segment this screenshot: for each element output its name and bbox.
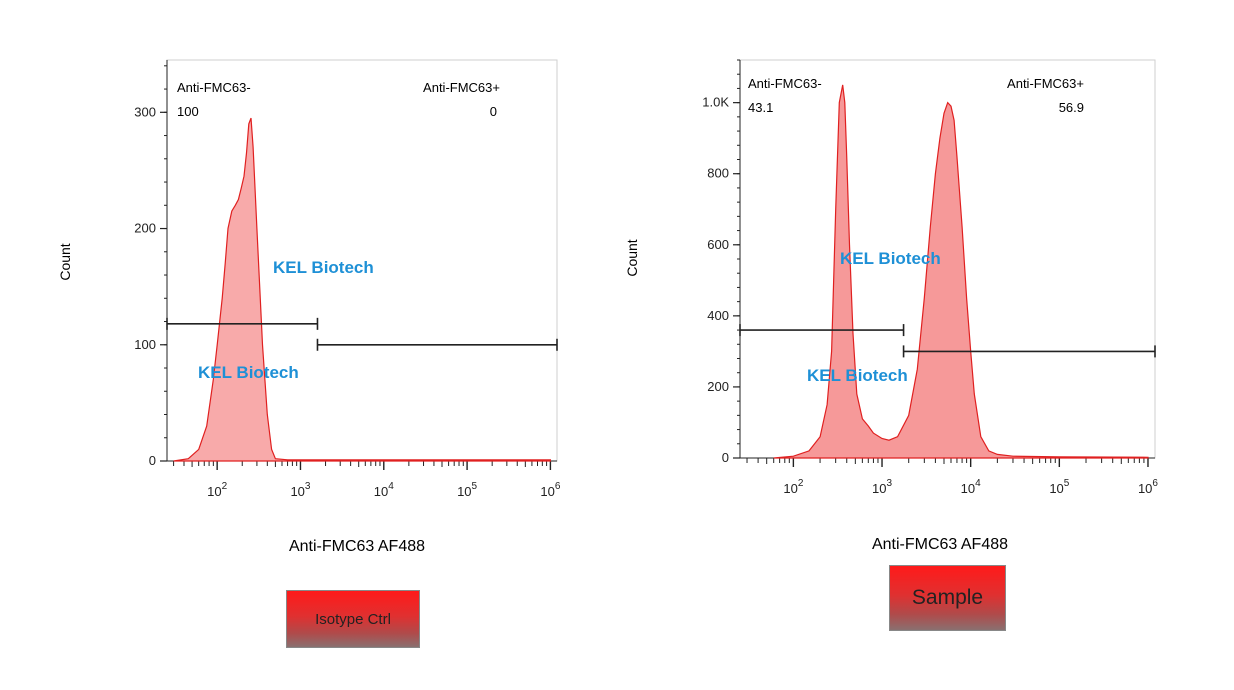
watermark-text: KEL Biotech bbox=[807, 366, 908, 385]
x-tick-label: 106 bbox=[540, 481, 560, 499]
x-axis: 102 103 104 105 106 bbox=[167, 460, 561, 499]
y-tick-label: 400 bbox=[707, 308, 729, 323]
y-tick-label: 1.0K bbox=[702, 95, 729, 110]
isotype-ctrl-legend-button[interactable]: Isotype Ctrl bbox=[286, 590, 420, 648]
gate-markers bbox=[739, 324, 1156, 358]
gate-neg-value: 100 bbox=[177, 104, 199, 119]
histogram-sample-panel: 0 200 400 600 800 1.0K 102 103 104 105 106 Anti-F… bbox=[624, 59, 1158, 553]
y-tick-label: 200 bbox=[707, 379, 729, 394]
y-tick-label: 0 bbox=[722, 450, 729, 465]
x-tick-label: 104 bbox=[374, 481, 394, 499]
y-tick-label: 300 bbox=[134, 104, 156, 119]
y-axis-label: Count bbox=[57, 243, 73, 280]
gate-neg-label: Anti-FMC63- bbox=[177, 80, 251, 95]
gate-neg-value: 43.1 bbox=[748, 100, 773, 115]
x-tick-label: 103 bbox=[872, 478, 892, 496]
x-tick-label: 104 bbox=[961, 478, 981, 496]
histogram-series bbox=[173, 117, 551, 462]
gate-pos-label: Anti-FMC63+ bbox=[1007, 76, 1084, 91]
y-tick-label: 600 bbox=[707, 237, 729, 252]
y-tick-label: 0 bbox=[149, 453, 156, 468]
y-axis: 0 100 200 300 bbox=[134, 60, 168, 468]
x-axis-label: Anti-FMC63 AF488 bbox=[289, 538, 425, 555]
x-tick-label: 102 bbox=[207, 481, 227, 499]
sample-legend-button[interactable]: Sample bbox=[889, 565, 1006, 631]
gate-markers bbox=[166, 317, 558, 351]
y-tick-label: 100 bbox=[134, 337, 156, 352]
gate-pos-value: 0 bbox=[490, 104, 497, 119]
y-tick-label: 200 bbox=[134, 221, 156, 236]
x-tick-label: 105 bbox=[457, 481, 477, 499]
histogram-isotype-panel: 0 100 200 300 102 103 104 105 106 Anti-FMC63- 1… bbox=[57, 59, 561, 555]
x-tick-label: 105 bbox=[1049, 478, 1069, 496]
histogram-series bbox=[773, 84, 1149, 459]
x-axis-label: Anti-FMC63 AF488 bbox=[872, 536, 1008, 553]
x-tick-label: 103 bbox=[290, 481, 310, 499]
y-tick-label: 800 bbox=[707, 166, 729, 181]
gate-pos-label: Anti-FMC63+ bbox=[423, 80, 500, 95]
y-axis-label: Count bbox=[624, 239, 640, 276]
gate-pos-value: 56.9 bbox=[1059, 100, 1084, 115]
x-tick-label: 102 bbox=[783, 478, 803, 496]
watermark-text: KEL Biotech bbox=[198, 363, 299, 382]
y-axis: 0 200 400 600 800 1.0K bbox=[702, 59, 741, 465]
x-tick-label: 106 bbox=[1138, 478, 1158, 496]
watermark-text: KEL Biotech bbox=[840, 249, 941, 268]
gate-neg-label: Anti-FMC63- bbox=[748, 76, 822, 91]
x-axis: 102 103 104 105 106 bbox=[740, 457, 1158, 496]
watermark-text: KEL Biotech bbox=[273, 258, 374, 277]
